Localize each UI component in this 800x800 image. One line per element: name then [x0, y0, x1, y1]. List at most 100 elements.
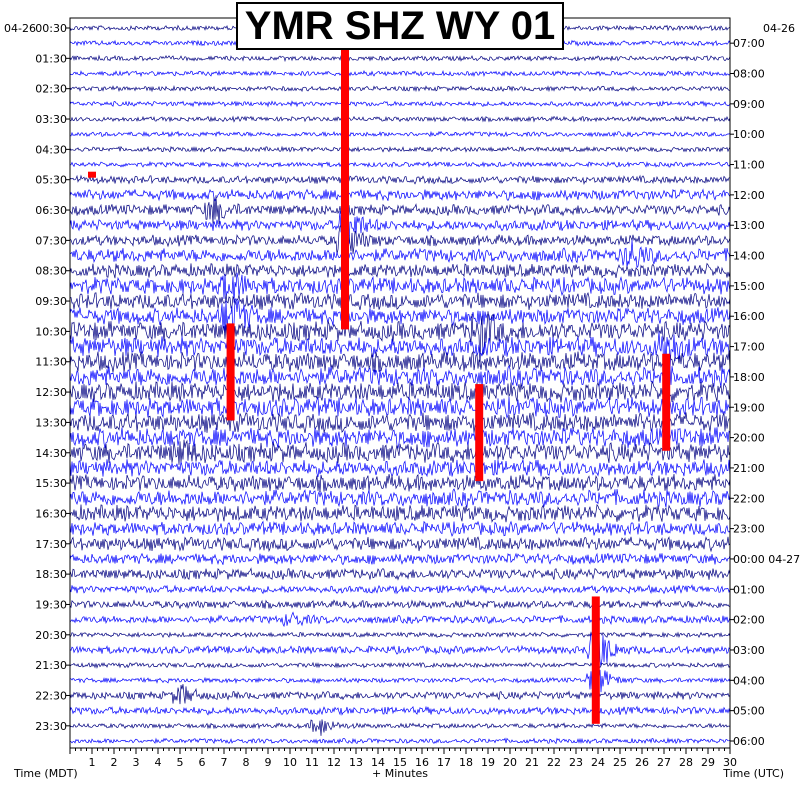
trace-row	[69, 459, 731, 478]
right-hour-label: 12:00	[733, 189, 765, 202]
x-tick-label: 5	[177, 756, 184, 769]
x-tick-label: 13	[349, 756, 363, 769]
trace-row	[69, 599, 731, 610]
left-hour-label: 08:30	[35, 265, 67, 278]
trace-row	[69, 705, 731, 716]
right-hour-label: 19:00	[733, 401, 765, 414]
left-hour-label: 23:30	[35, 720, 67, 733]
clipped-segment	[226, 323, 235, 421]
clipped-segments	[88, 35, 671, 724]
x-tick-label: 17	[437, 756, 451, 769]
x-tick-label: 28	[679, 756, 693, 769]
left-hour-label: 09:30	[35, 295, 67, 308]
left-date-label: 04-26	[4, 22, 36, 35]
trace-row	[69, 631, 731, 639]
trace-row	[70, 666, 731, 693]
x-tick-label: 21	[525, 756, 539, 769]
clipped-segment	[475, 384, 484, 482]
trace-row	[69, 100, 731, 108]
left-hour-label: 16:30	[35, 507, 67, 520]
left-hour-label: 05:30	[35, 174, 67, 187]
trace-row	[69, 85, 731, 93]
trace-row	[69, 503, 731, 523]
trace-row	[69, 272, 731, 303]
x-tick-label: 10	[283, 756, 297, 769]
right-hour-label: 11:00	[733, 159, 765, 172]
x-tick-label: 27	[657, 756, 671, 769]
right-hour-label: 17:00	[733, 341, 765, 354]
x-tick-label: 8	[243, 756, 250, 769]
trace-row	[69, 536, 731, 553]
x-axis-title: + Minutes	[372, 767, 428, 780]
left-hour-label: 15:30	[35, 477, 67, 490]
trace-row	[69, 661, 731, 669]
right-hour-label: 01:00	[733, 583, 765, 596]
x-tick-label: 16	[415, 756, 429, 769]
trace-row	[69, 130, 731, 138]
x-tick-label: 3	[133, 756, 140, 769]
right-hour-label: 22:00	[733, 492, 765, 505]
trace-row	[69, 411, 731, 433]
left-hour-label: 06:30	[35, 204, 67, 217]
x-tick-label: 2	[111, 756, 118, 769]
right-hour-label: 16:00	[733, 310, 765, 323]
left-hour-label: 22:30	[35, 689, 67, 702]
left-hour-label: 02:30	[35, 83, 67, 96]
trace-row	[69, 262, 731, 279]
x-tick-label: 30	[723, 756, 737, 769]
left-hour-label: 01:30	[35, 52, 67, 65]
x-tick-label: 7	[221, 756, 228, 769]
right-date-label: 04-26	[763, 22, 795, 35]
x-tick-label: 12	[327, 756, 341, 769]
right-hour-label: 13:00	[733, 219, 765, 232]
left-hour-label: 12:30	[35, 386, 67, 399]
right-hour-label: 06:00	[733, 735, 765, 748]
right-hour-label: 05:00	[733, 705, 765, 718]
right-time-axis: 07:00 08:00 09:00 10:00 11:00 12:00 13:00 14:00…	[730, 37, 800, 748]
left-hour-label: 10:30	[35, 325, 67, 338]
trace-row	[69, 350, 731, 373]
trace-row	[69, 365, 731, 388]
trace-row	[69, 380, 731, 403]
left-hour-label: 17:30	[35, 538, 67, 551]
right-hour-label: 21:00	[733, 462, 765, 475]
seismic-traces	[69, 24, 731, 745]
x-tick-label: 22	[547, 756, 561, 769]
right-hour-label: 15:00	[733, 280, 765, 293]
right-hour-label: 14:00	[733, 250, 765, 263]
left-hour-label: 21:30	[35, 659, 67, 672]
right-hour-label: 08:00	[733, 68, 765, 81]
trace-row	[69, 298, 731, 345]
trace-row	[69, 216, 731, 268]
x-tick-label: 9	[265, 756, 272, 769]
x-tick-label: 1	[89, 756, 96, 769]
trace-row	[69, 311, 731, 367]
trace-row	[69, 611, 731, 628]
x-tick-label: 19	[481, 756, 495, 769]
left-hour-label: 07:30	[35, 234, 67, 247]
right-hour-label: 03:00	[733, 644, 765, 657]
trace-row	[69, 684, 731, 705]
trace-row	[69, 54, 731, 63]
trace-row	[69, 115, 731, 123]
trace-row	[69, 69, 731, 78]
trace-row	[69, 426, 731, 450]
right-hour-label: 00:00 04-27	[733, 553, 800, 566]
trace-row	[69, 331, 731, 378]
left-hour-label: 18:30	[35, 568, 67, 581]
trace-row	[69, 439, 731, 465]
right-hour-label: 20:00	[733, 432, 765, 445]
trace-row	[69, 211, 731, 244]
right-hour-label: 18:00	[733, 371, 765, 384]
left-hour-label: 04:30	[35, 143, 67, 156]
trace-row	[69, 473, 731, 493]
trace-row	[69, 145, 731, 153]
trace-row	[69, 291, 731, 310]
right-hour-label: 09:00	[733, 98, 765, 111]
left-time-axis: 00:30 01:30 02:30 03:30 04:30 05:30 06:30 07:30…	[35, 22, 70, 733]
x-tick-label: 23	[569, 756, 583, 769]
trace-row	[69, 719, 731, 736]
chart-title-box: YMR SHZ WY 01	[236, 2, 564, 50]
trace-row	[69, 488, 731, 508]
